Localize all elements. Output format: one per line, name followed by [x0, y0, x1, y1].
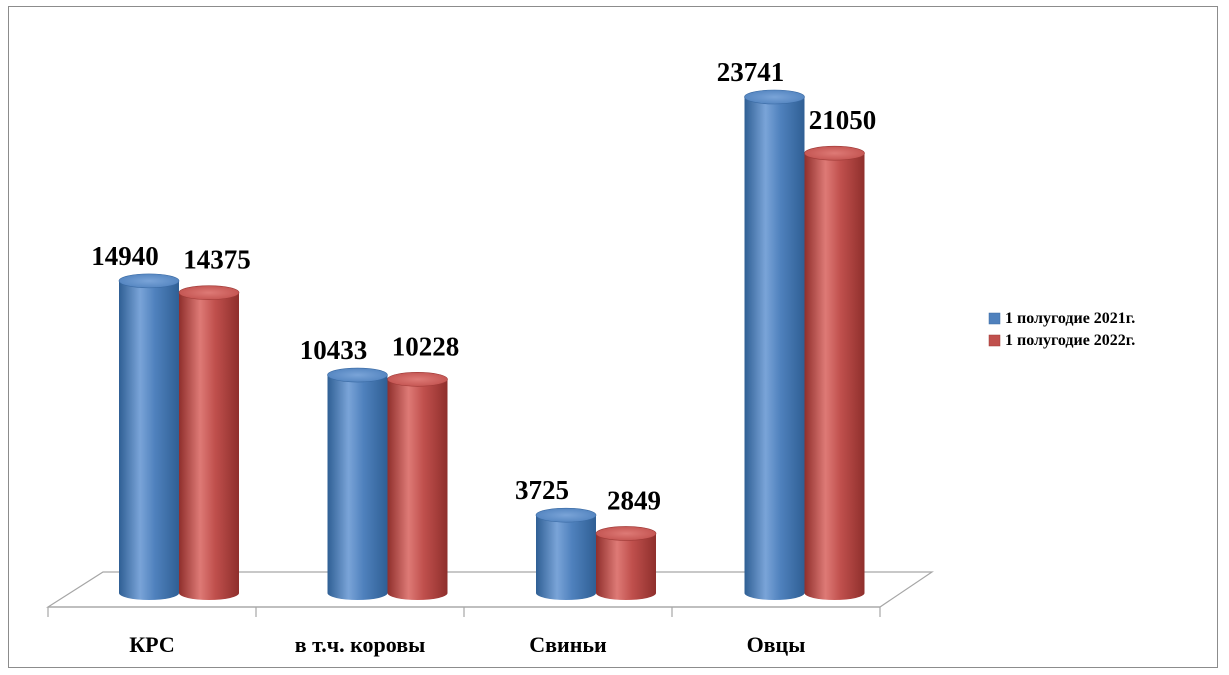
- data-label: 23741: [717, 57, 785, 87]
- legend: 1 полугодие 2021г. 1 полугодие 2022г.: [989, 310, 1135, 349]
- bar-1-2: [328, 368, 388, 600]
- legend-label: 1 полугодие 2021г.: [1005, 310, 1135, 327]
- data-label: 14375: [183, 245, 251, 275]
- bar-body: [596, 533, 656, 600]
- bar-top: [179, 286, 239, 300]
- bar-1-4: [745, 90, 805, 600]
- legend-swatch: [989, 335, 1000, 346]
- bar-2-3: [596, 526, 656, 600]
- bar-body: [536, 515, 596, 600]
- bar-body: [388, 379, 448, 600]
- bar-top: [536, 508, 596, 522]
- bar-1-3: [536, 508, 596, 600]
- bar-body: [745, 97, 805, 600]
- bar-body: [119, 281, 179, 600]
- data-label: 14940: [91, 241, 159, 271]
- bar-top: [328, 368, 388, 382]
- bar-body: [805, 153, 865, 600]
- bar-body: [328, 375, 388, 600]
- bar-top: [805, 146, 865, 160]
- bar-top: [119, 274, 179, 288]
- bars-group: [119, 90, 865, 600]
- legend-swatch: [989, 313, 1000, 324]
- category-labels-group: КРС в т.ч. коровы Свиньи Овцы: [129, 632, 805, 657]
- bar-top: [745, 90, 805, 104]
- data-label: 3725: [515, 475, 569, 505]
- data-label: 10433: [300, 335, 368, 365]
- bar-top: [596, 526, 656, 540]
- x-axis-ticks: [48, 607, 880, 617]
- bar-2-4: [805, 146, 865, 600]
- bar-body: [179, 293, 239, 600]
- category-label: Свиньи: [529, 632, 607, 657]
- data-label: 10228: [392, 331, 460, 361]
- category-label: Овцы: [747, 632, 806, 657]
- bar-1-1: [119, 274, 179, 600]
- category-label: в т.ч. коровы: [295, 632, 426, 657]
- category-label: КРС: [129, 632, 175, 657]
- bar-2-2: [388, 372, 448, 600]
- bar-top: [388, 372, 448, 386]
- bar-2-1: [179, 286, 239, 600]
- legend-label: 1 полугодие 2022г.: [1005, 332, 1135, 349]
- data-label: 2849: [607, 485, 661, 515]
- data-label: 21050: [809, 105, 877, 135]
